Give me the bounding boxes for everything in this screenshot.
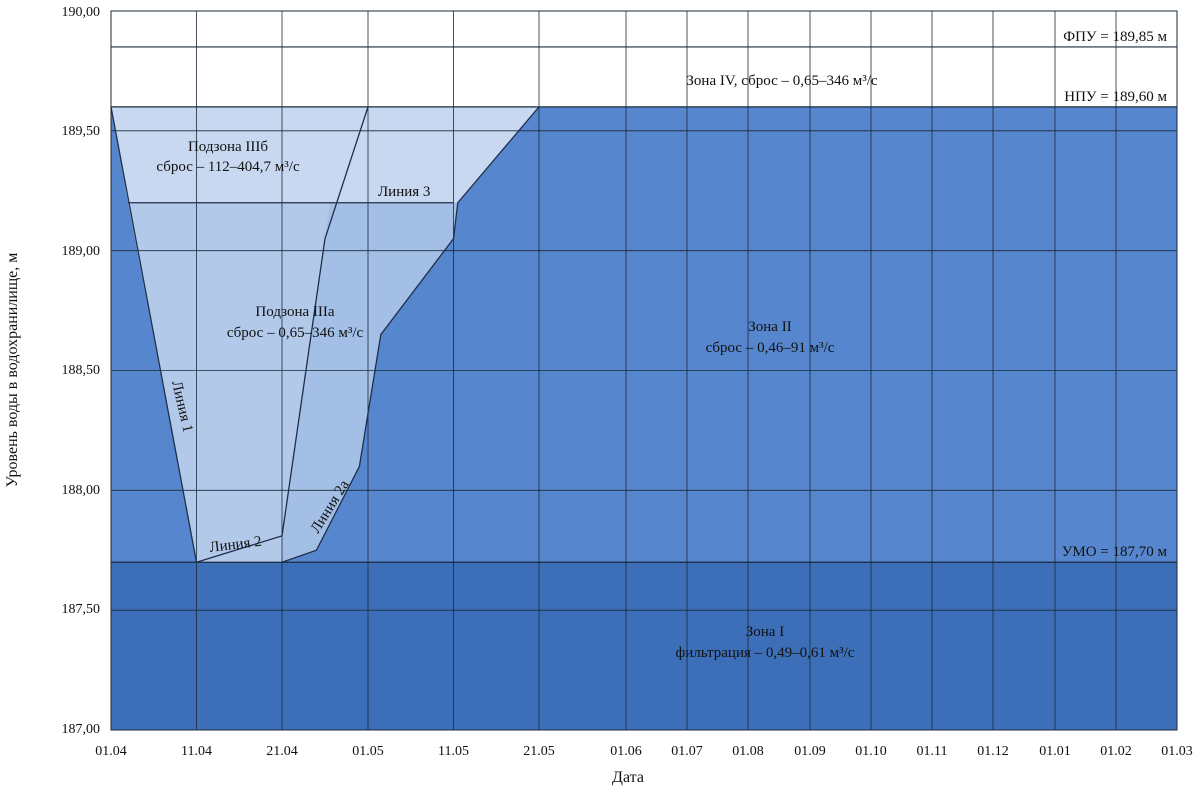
reference-label-npu: НПУ = 189,60 м: [1064, 89, 1167, 105]
x-tick-label: 01.12: [977, 744, 1009, 759]
zone-3b-label: Подзона IIIб: [188, 139, 268, 155]
x-tick-label: 01.06: [610, 744, 642, 759]
x-tick-label: 01.05: [352, 744, 384, 759]
zone-4-area: [111, 11, 1177, 107]
x-tick-label: 01.03: [1161, 744, 1193, 759]
reference-label-umo: УМО = 187,70 м: [1062, 544, 1168, 560]
zone-1-area: [111, 562, 1177, 730]
x-axis-title: Дата: [612, 769, 644, 786]
zone-2-label: Зона II: [748, 319, 791, 335]
x-tick-label: 01.11: [917, 744, 948, 759]
boundary-line: [281, 106, 540, 563]
y-tick-label: 189,50: [62, 124, 101, 139]
x-tick-label: 11.04: [181, 744, 212, 759]
zone-1-sublabel: фильтрация – 0,49–0,61 м³/с: [676, 645, 855, 661]
boundary-line: [110, 106, 198, 563]
boundary-line: [281, 106, 369, 536]
zone-4-label: Зона IV, сброс – 0,65–346 м³/с: [686, 73, 878, 89]
x-tick-label: 01.01: [1039, 744, 1071, 759]
x-tick-label: 11.05: [438, 744, 469, 759]
y-tick-label: 190,00: [62, 5, 101, 20]
zone-3a-label: Подзона IIIа: [255, 304, 334, 320]
zone-3a-inner-area: [128, 202, 331, 563]
y-axis-title: Уровень воды в водохранилище, м: [4, 253, 21, 488]
x-tick-label: 01.10: [855, 744, 887, 759]
x-tick-label: 01.08: [732, 744, 764, 759]
reference-label-fpu: ФПУ = 189,85 м: [1063, 29, 1167, 45]
plot-frame: [110, 10, 1178, 731]
y-tick-label: 189,00: [62, 244, 101, 259]
y-tick-label: 187,50: [62, 602, 101, 617]
x-tick-label: 01.07: [671, 744, 703, 759]
x-tick-label: 21.05: [523, 744, 555, 759]
x-tick-label: 01.04: [95, 744, 127, 759]
zone-2-sublabel: сброс – 0,46–91 м³/с: [706, 340, 835, 356]
x-tick-label: 01.09: [794, 744, 826, 759]
line-2-label: Линия 2: [209, 534, 263, 556]
y-tick-label: 187,00: [62, 722, 101, 737]
boundary-line: [196, 535, 283, 563]
y-tick-label: 188,50: [62, 363, 101, 378]
zone-3a-sublabel: сброс – 0,65–346 м³/с: [227, 325, 364, 341]
x-tick-label: 01.02: [1100, 744, 1132, 759]
zone-1-label: Зона I: [746, 624, 784, 640]
y-tick-label: 188,00: [62, 483, 101, 498]
line-3-label: Линия 3: [378, 184, 430, 200]
zone-3b-sublabel: сброс – 112–404,7 м³/с: [156, 159, 300, 175]
x-tick-label: 21.04: [266, 744, 298, 759]
